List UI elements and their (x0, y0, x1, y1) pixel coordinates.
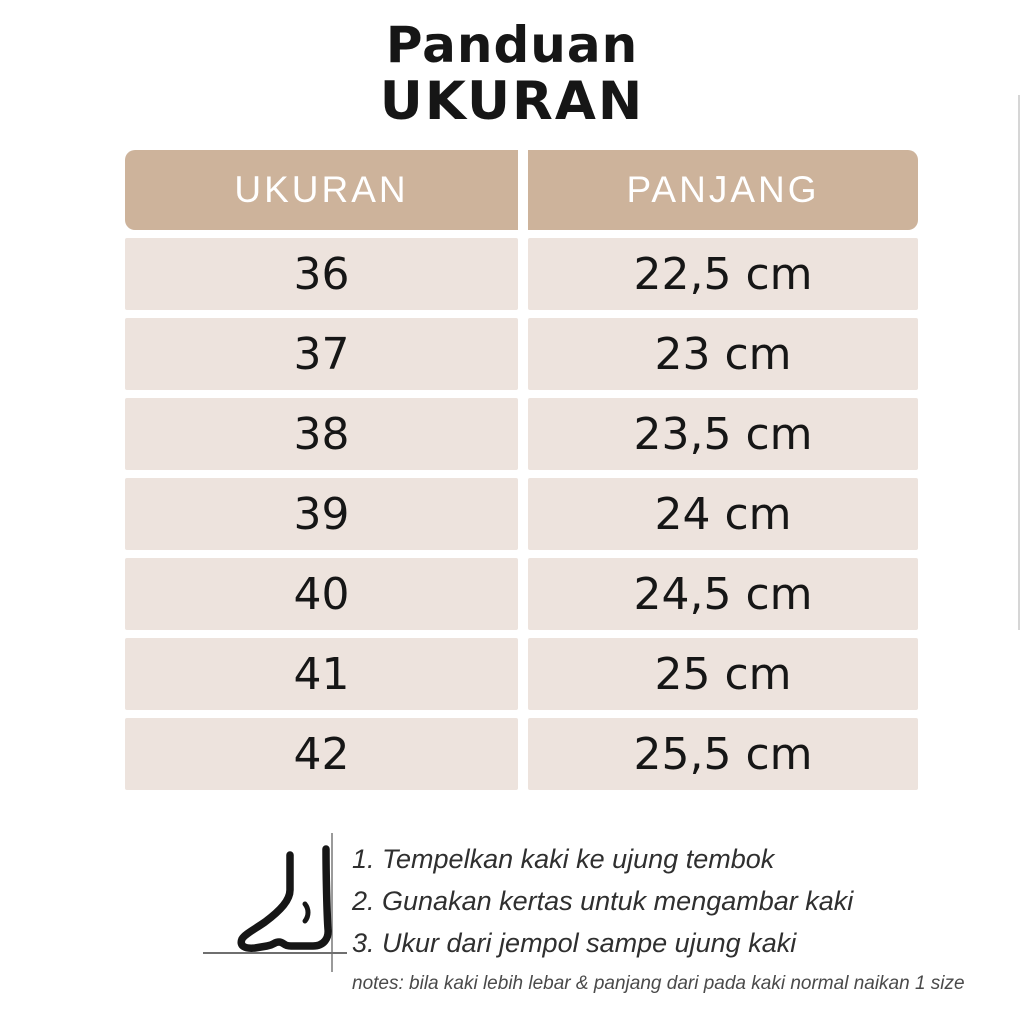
size-cell: 37 (125, 318, 518, 390)
size-cell: 36 (125, 238, 518, 310)
measurement-instructions-section: 1. Tempelkan kaki ke ujung tembok 2. Gun… (0, 830, 1024, 1010)
length-cell: 23 cm (528, 318, 918, 390)
length-cell: 25 cm (528, 638, 918, 710)
length-cell: 25,5 cm (528, 718, 918, 790)
size-column-header: UKURAN (125, 150, 518, 230)
size-table-row: 39 24 cm (125, 478, 918, 550)
size-cell: 39 (125, 478, 518, 550)
size-table: UKURAN PANJANG 36 22,5 cm 37 23 cm 38 23… (125, 150, 918, 790)
page-title: Panduan UKURAN (0, 18, 1024, 130)
instruction-steps: 1. Tempelkan kaki ke ujung tembok 2. Gun… (352, 844, 965, 995)
size-table-row: 38 23,5 cm (125, 398, 918, 470)
instruction-step-1: 1. Tempelkan kaki ke ujung tembok (352, 844, 775, 874)
size-table-row: 41 25 cm (125, 638, 918, 710)
foot-measure-icon (203, 833, 347, 972)
page-title-line2: UKURAN (379, 71, 645, 132)
adjacent-panel-edge-line (1018, 95, 1020, 630)
length-cell: 24,5 cm (528, 558, 918, 630)
length-cell: 22,5 cm (528, 238, 918, 310)
size-table-row: 37 23 cm (125, 318, 918, 390)
size-cell: 40 (125, 558, 518, 630)
instruction-step-2: 2. Gunakan kertas untuk mengambar kaki (352, 886, 854, 916)
size-cell: 38 (125, 398, 518, 470)
length-cell: 24 cm (528, 478, 918, 550)
size-table-row: 42 25,5 cm (125, 718, 918, 790)
length-column-header: PANJANG (528, 150, 918, 230)
size-table-row: 40 24,5 cm (125, 558, 918, 630)
size-cell: 41 (125, 638, 518, 710)
instruction-step-3: 3. Ukur dari jempol sampe ujung kaki (352, 928, 797, 958)
size-table-header-row: UKURAN PANJANG (125, 150, 918, 230)
page-title-line1: Panduan (385, 16, 639, 74)
size-cell: 42 (125, 718, 518, 790)
length-cell: 23,5 cm (528, 398, 918, 470)
size-table-body: 36 22,5 cm 37 23 cm 38 23,5 cm 39 24 cm … (125, 238, 918, 790)
size-table-row: 36 22,5 cm (125, 238, 918, 310)
instruction-notes: notes: bila kaki lebih lebar & panjang d… (352, 973, 965, 994)
